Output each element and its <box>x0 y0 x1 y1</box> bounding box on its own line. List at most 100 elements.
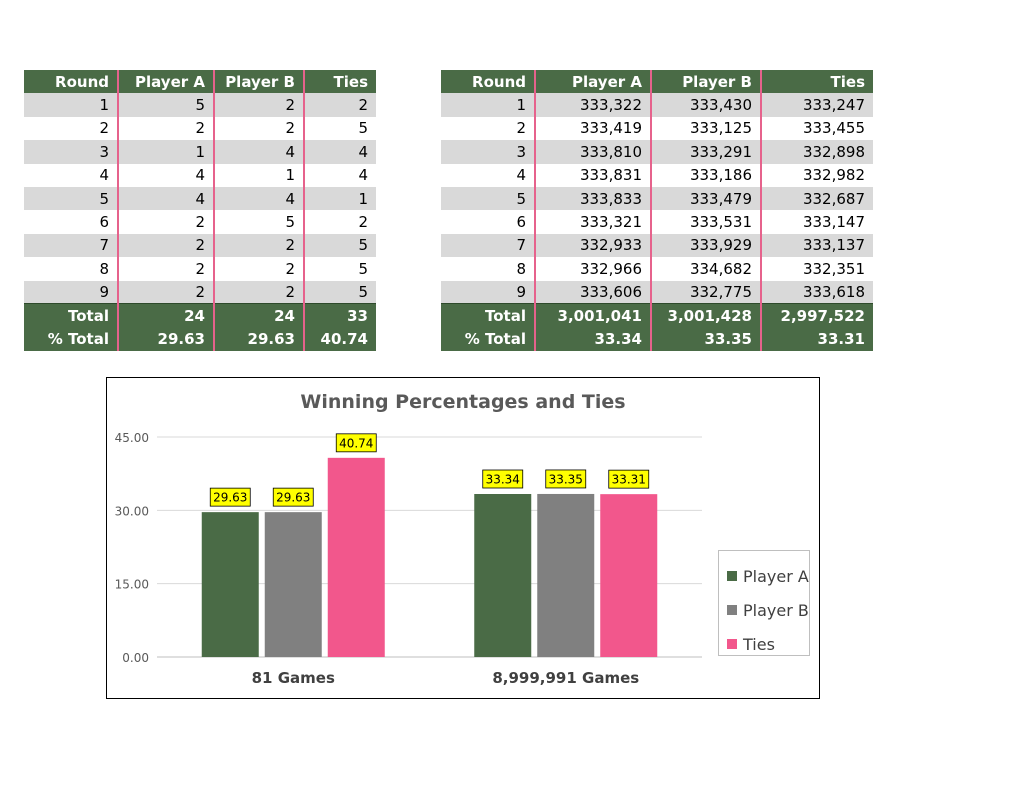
table-cell: 4 <box>117 186 214 211</box>
total-cell: % Total <box>441 327 535 351</box>
chart-title: Winning Percentages and Ties <box>300 391 625 413</box>
category-label: 8,999,991 Games <box>492 669 639 687</box>
table-cell: 333,186 <box>650 163 761 187</box>
y-tick-label: 45.00 <box>115 431 149 445</box>
table-cell: 333,618 <box>760 280 873 304</box>
table-cell: 3 <box>24 140 118 164</box>
data-label-box <box>335 433 377 453</box>
table-cell: 333,479 <box>650 186 761 211</box>
y-tick-label: 15.00 <box>115 578 149 592</box>
table-cell: 332,775 <box>650 280 761 304</box>
total-row: Total 3,001,041 3,001,428 2,997,522 <box>441 303 873 328</box>
y-tick-label: 30.00 <box>115 504 149 518</box>
table-row: 2 333,419 333,125 333,455 <box>441 116 873 141</box>
table-row: 5 333,833 333,479 332,687 <box>441 186 873 211</box>
table-cell: 333,430 <box>650 93 761 117</box>
table-row: 4 333,831 333,186 332,982 <box>441 163 873 187</box>
table-cell: 2 <box>117 233 214 258</box>
table-cell: 333,810 <box>534 140 651 164</box>
table-cell: 4 <box>213 186 304 211</box>
table-cell: 7 <box>24 233 118 258</box>
data-label: 33.35 <box>549 472 583 486</box>
table-cell: 333,247 <box>760 93 873 117</box>
legend-item: Player B <box>719 593 809 627</box>
legend-label: Player A <box>743 566 809 586</box>
table-cell: 333,455 <box>760 116 873 141</box>
table-cell: 333,833 <box>534 186 651 211</box>
data-label: 29.63 <box>213 491 247 505</box>
data-label-box <box>545 469 587 489</box>
legend-swatch <box>727 639 737 649</box>
chart-legend: Player A Player B Ties <box>718 550 810 656</box>
total-cell: 2,997,522 <box>760 303 873 328</box>
table-cell: 333,147 <box>760 210 873 234</box>
table-cell: 5 <box>303 116 376 141</box>
table-cell: 8 <box>24 257 118 281</box>
table-cell: 4 <box>303 163 376 187</box>
data-label: 33.34 <box>486 473 520 487</box>
table-cell: 332,687 <box>760 186 873 211</box>
table-cell: 4 <box>303 140 376 164</box>
table-cell: 5 <box>303 280 376 304</box>
total-cell: 33.34 <box>534 327 651 351</box>
data-label: 33.31 <box>612 473 646 487</box>
chart-canvas: Winning Percentages and Ties 0.00 15.00 30.… <box>115 391 702 687</box>
table-cell: 5 <box>303 233 376 258</box>
category-label: 81 Games <box>252 669 335 687</box>
table-cell: 1 <box>24 93 118 117</box>
table-cell: 5 <box>303 257 376 281</box>
header-cell: Ties <box>303 70 376 94</box>
table-cell: 333,322 <box>534 93 651 117</box>
table-cell: 332,982 <box>760 163 873 187</box>
percent-total-row: % Total 33.34 33.35 33.31 <box>441 327 873 351</box>
legend-item: Ties <box>719 627 809 661</box>
table-cell: 2 <box>213 233 304 258</box>
total-cell: 24 <box>213 303 304 328</box>
total-cell: 3,001,041 <box>534 303 651 328</box>
total-row: Total 24 24 33 <box>24 303 376 328</box>
table-cell: 5 <box>117 93 214 117</box>
table-cell: 9 <box>441 280 535 304</box>
header-cell: Player B <box>213 70 304 94</box>
table-cell: 4 <box>24 163 118 187</box>
table-cell: 1 <box>213 163 304 187</box>
table-cell: 5 <box>213 210 304 234</box>
table-cell: 2 <box>117 280 214 304</box>
bar <box>474 494 532 657</box>
total-cell: Total <box>441 303 535 328</box>
table-cell: 333,419 <box>534 116 651 141</box>
table-cell: 7 <box>441 233 535 258</box>
header-cell: Player B <box>650 70 761 94</box>
data-label-box <box>272 487 314 507</box>
table-cell: 334,682 <box>650 257 761 281</box>
table-cell: 2 <box>117 257 214 281</box>
table-cell: 8 <box>441 257 535 281</box>
total-cell: 33.35 <box>650 327 761 351</box>
table-row: 9 333,606 332,775 333,618 <box>441 280 873 304</box>
table-cell: 2 <box>441 116 535 141</box>
total-cell: 33.31 <box>760 327 873 351</box>
total-cell: 29.63 <box>117 327 214 351</box>
table-cell: 332,898 <box>760 140 873 164</box>
table-cell: 2 <box>303 93 376 117</box>
bar <box>600 494 658 657</box>
total-cell: 29.63 <box>213 327 304 351</box>
total-cell: 3,001,428 <box>650 303 761 328</box>
table-cell: 2 <box>213 93 304 117</box>
total-cell: 40.74 <box>303 327 376 351</box>
table-row: 8 332,966 334,682 332,351 <box>441 257 873 281</box>
table-cell: 2 <box>213 257 304 281</box>
table-cell: 333,831 <box>534 163 651 187</box>
data-label-box <box>608 469 650 489</box>
bar <box>264 512 322 657</box>
table-cell: 1 <box>117 140 214 164</box>
table-cell: 333,531 <box>650 210 761 234</box>
header-cell: Ties <box>760 70 873 94</box>
